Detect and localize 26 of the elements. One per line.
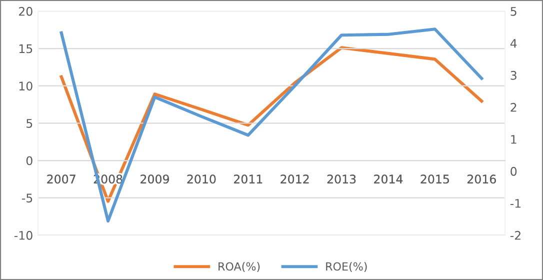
y2-tick-label: 5	[510, 7, 516, 16]
y-tick-label: -10	[14, 230, 32, 240]
x-tick-label: 2012	[280, 174, 309, 184]
y-tick-label: -5	[22, 194, 32, 203]
x-tick-label: 2015	[420, 174, 449, 184]
y2-tick-label: 2	[510, 102, 516, 112]
y-tick-label: 10	[19, 82, 32, 91]
x-tick-label: 2007	[47, 174, 76, 184]
y2-tick-label: 1	[511, 135, 516, 144]
y2-tick-label: 3	[510, 70, 516, 80]
y-tick-label: 0	[26, 156, 32, 166]
y-tick-label: 5	[26, 119, 32, 128]
y2-tick-label: -2	[510, 230, 520, 240]
x-tick-label: 2014	[374, 174, 403, 184]
x-tick-label: 2010	[187, 174, 216, 184]
y-tick-label: 15	[19, 44, 32, 54]
legend-label: ROE(%)	[326, 262, 367, 272]
x-tick-label: 2011	[234, 174, 262, 184]
x-tick-label: 2013	[327, 174, 356, 184]
y2-tick-label: 4	[510, 39, 517, 48]
x-tick-label: 2009	[140, 174, 169, 184]
x-tick-label: 2016	[467, 174, 496, 184]
y2-tick-label: -1	[510, 199, 521, 208]
y-tick-label: 20	[18, 6, 32, 16]
y2-tick-label: 0	[510, 166, 517, 176]
legend-label: ROA(%)	[218, 262, 260, 272]
